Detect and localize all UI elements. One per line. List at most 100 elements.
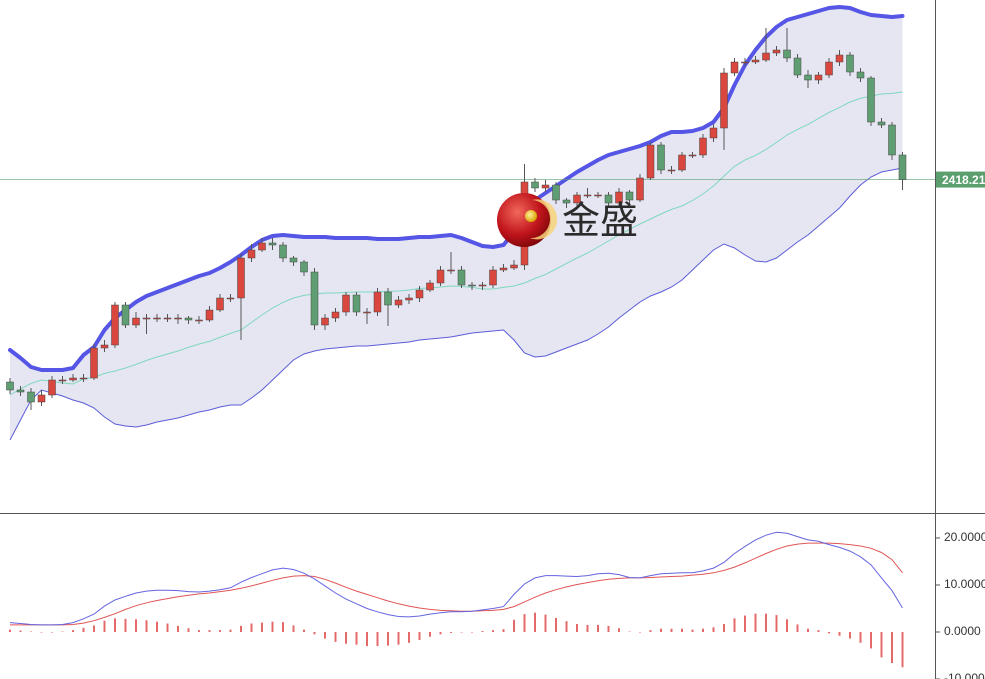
candle-body	[205, 309, 214, 321]
candle-body	[667, 169, 676, 172]
histogram-bar	[775, 615, 778, 632]
histogram-bar	[387, 631, 389, 646]
histogram-bar	[712, 627, 715, 632]
candle-body	[111, 304, 119, 346]
middle-band	[9, 91, 903, 396]
candle-body	[762, 52, 770, 61]
histogram-bar	[492, 630, 494, 632]
histogram-bar	[901, 631, 904, 668]
candle-body	[615, 191, 623, 204]
candle-body	[867, 77, 875, 123]
candle-body	[37, 394, 46, 403]
candle-body	[447, 269, 455, 272]
candle-body	[751, 59, 760, 63]
histogram-bar	[61, 631, 64, 633]
watermark: 金盛	[497, 193, 638, 247]
histogram-bar	[691, 629, 694, 632]
candle-body	[415, 289, 424, 299]
histogram-bar	[460, 631, 463, 633]
candle-body	[121, 304, 130, 326]
dif-line	[9, 531, 903, 626]
histogram-bar	[9, 629, 11, 632]
candle-body	[720, 72, 728, 129]
histogram-bar	[828, 631, 830, 634]
candle-body	[153, 317, 161, 320]
candle-body	[594, 194, 602, 197]
candle-body	[772, 49, 781, 54]
candle-body	[373, 291, 382, 313]
candle-body	[888, 124, 896, 156]
candle-body	[27, 391, 35, 403]
candle-body	[562, 199, 571, 204]
histogram-bar	[618, 628, 620, 632]
watermark-crescent	[530, 199, 558, 240]
candle-body	[478, 284, 487, 287]
candle-body	[48, 379, 56, 396]
candle-body	[856, 71, 865, 79]
candle-body	[310, 271, 319, 326]
candle-body	[69, 377, 77, 381]
candle-body	[384, 291, 392, 306]
candle-body	[730, 61, 739, 74]
histogram-bar	[586, 624, 589, 632]
histogram-bar	[156, 621, 158, 632]
candle-body	[489, 269, 497, 286]
histogram-bar	[82, 627, 85, 632]
candle-body	[363, 311, 371, 314]
histogram-bar	[649, 630, 652, 632]
candle-body	[247, 249, 256, 259]
candle-body	[825, 61, 833, 76]
candle-body	[58, 379, 67, 382]
histogram-bar	[597, 624, 599, 632]
histogram-bar	[261, 622, 263, 632]
y-tick-label: 0.0000	[944, 624, 981, 638]
candle-body	[184, 317, 193, 321]
candle-body	[321, 317, 329, 326]
histogram-bar	[334, 631, 337, 642]
candle-body	[625, 191, 634, 201]
candle-body	[783, 49, 791, 59]
histogram-bar	[670, 628, 673, 632]
candle-body	[898, 154, 907, 180]
histogram-bar	[660, 628, 662, 632]
candle-body	[226, 297, 235, 300]
candle-body	[657, 144, 665, 171]
histogram-bar	[282, 622, 284, 632]
candle-body	[741, 61, 749, 64]
histogram-bar	[313, 631, 316, 635]
histogram-bar	[124, 618, 127, 632]
candle-body	[268, 242, 277, 246]
histogram-bar	[166, 623, 169, 632]
candle-body	[258, 242, 266, 251]
candle-body	[709, 127, 718, 139]
candle-body	[174, 317, 182, 320]
histogram-bar	[891, 631, 893, 664]
histogram-bar	[555, 617, 557, 632]
histogram-bar	[366, 631, 368, 647]
histogram-bar	[30, 631, 32, 633]
candle-body	[877, 121, 886, 126]
histogram-bar	[450, 631, 452, 633]
histogram-bar	[250, 623, 253, 632]
candle-body	[132, 317, 140, 326]
candle-body	[678, 154, 686, 171]
last-price-label: 2418.21	[942, 173, 985, 187]
candle-body	[300, 261, 308, 273]
candle-body	[699, 137, 707, 156]
candle-body	[468, 284, 476, 287]
histogram-bar	[607, 625, 610, 632]
histogram-bar	[51, 631, 53, 633]
candle-body	[531, 181, 539, 189]
histogram-bar	[534, 612, 536, 632]
candle-body	[436, 269, 445, 284]
histogram-bar	[786, 619, 788, 632]
histogram-bar	[481, 631, 484, 632]
histogram-bar	[93, 625, 95, 632]
candle-body	[79, 377, 88, 380]
band-area	[10, 7, 903, 440]
candle-body	[552, 184, 560, 201]
histogram-bar	[324, 631, 326, 639]
candle-body	[342, 294, 350, 313]
